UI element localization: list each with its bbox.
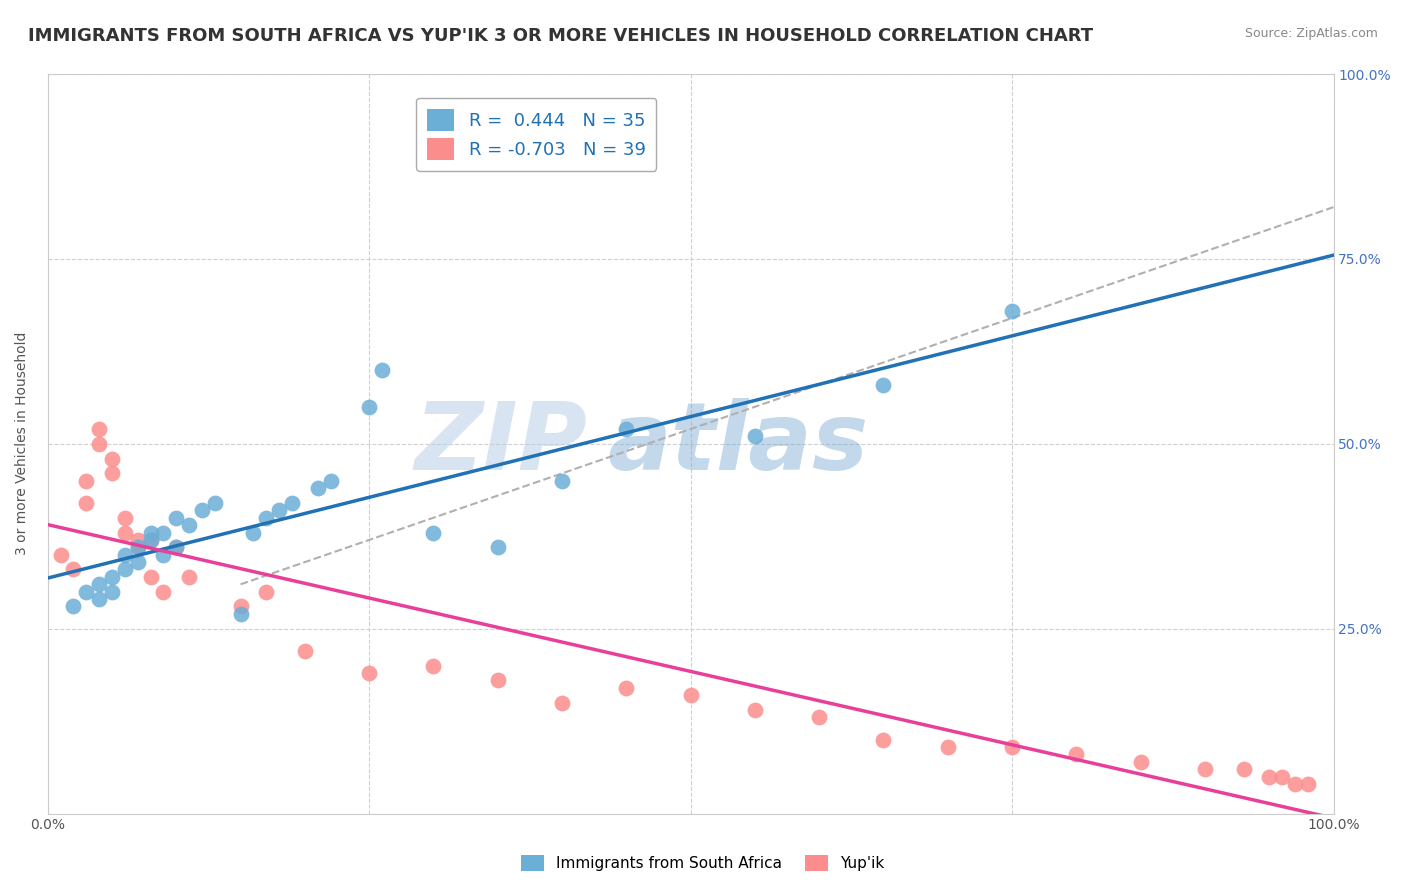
Point [486,541,509,555]
Point [359,666,381,681]
Point [1194,762,1216,776]
Point [152,584,174,599]
Point [422,525,444,540]
Point [165,541,187,555]
Point [62,599,84,614]
Point [139,533,162,547]
Point [808,710,831,724]
Point [1284,777,1306,791]
Point [139,570,162,584]
Point [114,562,136,576]
Point [152,525,174,540]
Point [1296,777,1319,791]
Point [62,562,84,576]
Point [191,503,214,517]
Point [359,400,381,414]
Point [229,599,252,614]
Point [1066,747,1088,762]
Point [89,422,111,436]
Point [281,496,304,510]
Point [89,437,111,451]
Point [422,658,444,673]
Point [242,525,264,540]
Point [294,644,316,658]
Point [319,474,342,488]
Point [114,548,136,562]
Point [551,474,574,488]
Point [101,467,124,481]
Point [75,496,97,510]
Point [936,739,959,754]
Point [127,541,149,555]
Point [307,481,329,495]
Point [204,496,226,510]
Point [114,510,136,524]
Point [1001,303,1024,318]
Point [127,555,149,569]
Point [179,570,201,584]
Point [872,732,894,747]
Legend: Immigrants from South Africa, Yup'ik: Immigrants from South Africa, Yup'ik [515,849,891,877]
Point [744,703,766,717]
Point [269,503,291,517]
Point [371,363,394,377]
Point [101,584,124,599]
Point [679,688,702,702]
Point [101,451,124,466]
Y-axis label: 3 or more Vehicles in Household: 3 or more Vehicles in Household [15,332,30,556]
Point [179,518,201,533]
Point [75,584,97,599]
Point [75,474,97,488]
Text: Source: ZipAtlas.com: Source: ZipAtlas.com [1244,27,1378,40]
Point [551,696,574,710]
Point [89,577,111,591]
Point [744,429,766,443]
Text: IMMIGRANTS FROM SOUTH AFRICA VS YUP'IK 3 OR MORE VEHICLES IN HOUSEHOLD CORRELATI: IMMIGRANTS FROM SOUTH AFRICA VS YUP'IK 3… [28,27,1094,45]
Point [101,570,124,584]
Point [1129,755,1152,769]
Point [49,548,72,562]
Point [872,377,894,392]
Legend: R =  0.444   N = 35, R = -0.703   N = 39: R = 0.444 N = 35, R = -0.703 N = 39 [416,98,657,170]
Point [127,533,149,547]
Point [254,510,277,524]
Text: atlas: atlas [607,398,869,490]
Point [152,548,174,562]
Point [1001,739,1024,754]
Point [1258,770,1281,784]
Point [614,681,637,695]
Point [114,525,136,540]
Point [127,541,149,555]
Point [139,525,162,540]
Point [254,584,277,599]
Point [165,541,187,555]
Point [89,592,111,607]
Point [229,607,252,621]
Point [614,422,637,436]
Point [139,533,162,547]
Point [165,510,187,524]
Point [1232,762,1254,776]
Text: ZIP: ZIP [415,398,588,490]
Point [1271,770,1294,784]
Point [486,673,509,688]
